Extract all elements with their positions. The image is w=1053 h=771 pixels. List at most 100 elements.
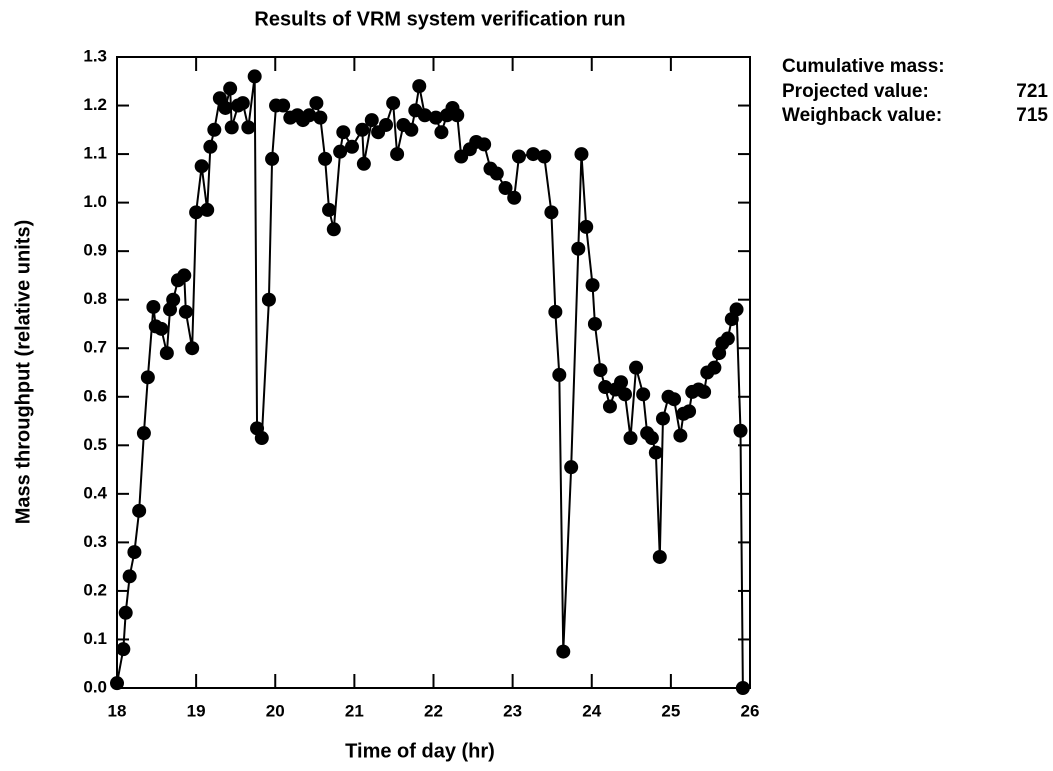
data-point (322, 202, 337, 217)
data-point (136, 426, 151, 441)
y-tick-label: 1.3 (83, 46, 107, 65)
data-point (224, 120, 239, 135)
data-point (177, 268, 192, 283)
data-point (390, 147, 405, 162)
x-tick-label: 23 (503, 701, 522, 720)
data-point (132, 503, 147, 518)
data-point (336, 125, 351, 140)
data-point (629, 360, 644, 375)
data-point (428, 110, 443, 125)
y-tick-label: 0.4 (83, 483, 107, 502)
data-point (166, 292, 181, 307)
data-point (537, 149, 552, 164)
data-point (261, 292, 276, 307)
y-tick-label: 0.9 (83, 241, 107, 260)
data-point (207, 122, 222, 137)
data-point (302, 108, 317, 123)
y-tick-label: 0.0 (83, 677, 107, 696)
data-point (489, 166, 504, 181)
data-point (511, 149, 526, 164)
data-point (655, 411, 670, 426)
data-point (356, 156, 371, 171)
y-tick-label: 1.1 (83, 144, 107, 163)
x-tick-label: 25 (661, 701, 680, 720)
data-point (593, 363, 608, 378)
y-tick-label: 1.2 (83, 95, 107, 114)
x-tick-label: 21 (345, 701, 364, 720)
data-point (333, 144, 348, 159)
data-point (110, 676, 124, 691)
y-tick-label: 0.8 (83, 289, 107, 308)
annotation: Projected value: (782, 81, 929, 102)
annotation: 721 (1016, 81, 1048, 102)
data-point (507, 190, 522, 205)
x-tick-label: 19 (187, 701, 206, 720)
data-point (254, 431, 269, 446)
data-point (185, 341, 200, 356)
data-point (247, 69, 262, 84)
data-point (309, 96, 324, 111)
data-point (564, 460, 579, 475)
data-point (364, 113, 379, 128)
data-point (118, 605, 133, 620)
data-point (602, 399, 617, 414)
data-point (276, 98, 291, 113)
data-point (652, 549, 667, 564)
data-point (644, 431, 659, 446)
data-point (614, 375, 629, 390)
data-point (579, 219, 594, 234)
data-point (571, 241, 586, 256)
data-point (617, 387, 632, 402)
data-point (265, 151, 280, 166)
data-point (412, 79, 427, 94)
data-point (526, 147, 541, 162)
data-point (345, 139, 360, 154)
data-point (326, 222, 341, 237)
data-point (733, 423, 748, 438)
x-tick-label: 18 (108, 701, 127, 720)
data-point (154, 321, 169, 336)
data-point (667, 392, 682, 407)
data-point (636, 387, 651, 402)
data-point (140, 370, 155, 385)
data-point (720, 331, 735, 346)
data-point (203, 139, 218, 154)
y-axis-label: Mass throughput (relative units) (12, 220, 34, 524)
annotation: Cumulative mass: (782, 56, 945, 77)
x-tick-label: 22 (424, 701, 443, 720)
x-tick-label: 26 (741, 701, 760, 720)
data-point (623, 431, 638, 446)
data-point (386, 96, 401, 111)
data-point (707, 360, 722, 375)
annotation: 715 (1016, 105, 1048, 126)
chart-title: Results of VRM system verification run (254, 8, 625, 30)
y-tick-label: 1.0 (83, 192, 107, 211)
data-point (574, 147, 589, 162)
data-point (556, 644, 571, 659)
data-point (544, 205, 559, 220)
data-point (116, 642, 131, 657)
data-point (498, 181, 513, 196)
data-point (729, 302, 744, 317)
data-point (200, 202, 215, 217)
y-tick-label: 0.3 (83, 532, 107, 551)
y-tick-label: 0.2 (83, 580, 107, 599)
data-point (417, 108, 432, 123)
data-point (178, 304, 193, 319)
data-point (313, 110, 328, 125)
annotation: Weighback value: (782, 105, 942, 126)
data-point (241, 120, 256, 135)
data-point (735, 681, 750, 695)
data-point (697, 384, 712, 399)
data-point (218, 100, 233, 115)
data-point (404, 122, 419, 137)
data-point (194, 159, 209, 174)
data-point (673, 428, 688, 443)
data-point (477, 137, 492, 152)
data-point (318, 151, 333, 166)
data-point (355, 122, 370, 137)
data-point (434, 125, 449, 140)
data-point (223, 81, 238, 96)
data-point (585, 278, 600, 293)
data-point (587, 316, 602, 331)
